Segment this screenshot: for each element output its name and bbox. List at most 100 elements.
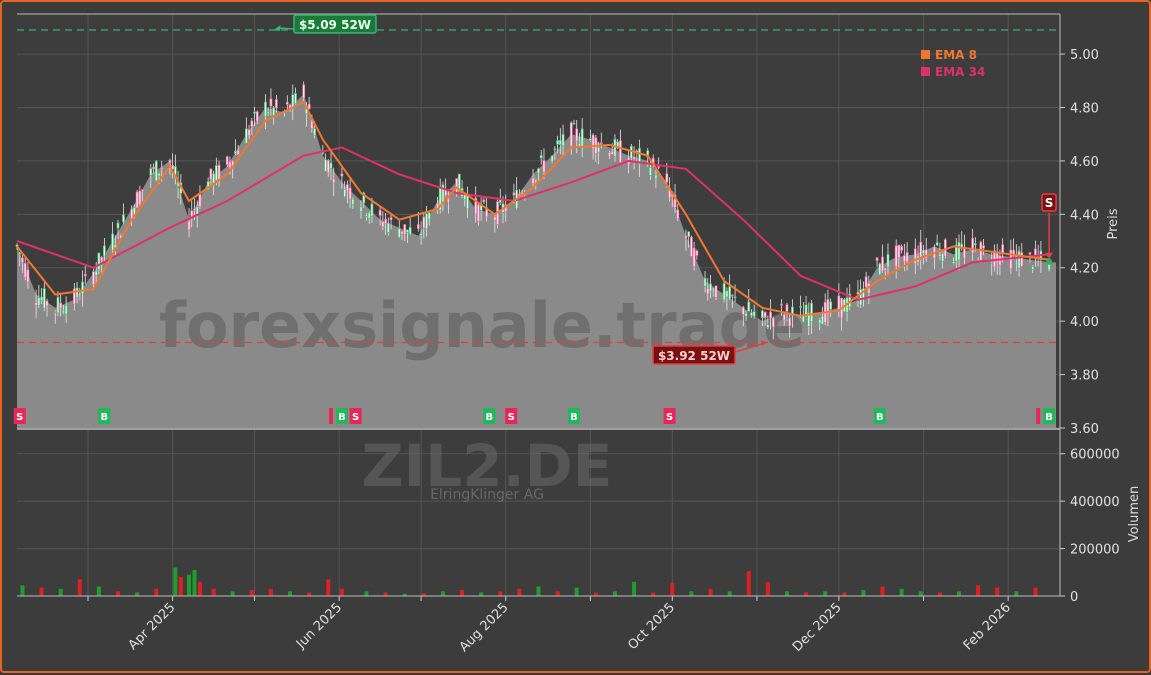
signal-label: S [352,412,359,423]
candle-body [610,150,614,155]
candle-body [572,122,576,125]
candle-body [346,184,349,192]
high-52w-label: $5.09 52W [299,18,371,32]
candle-body [78,297,82,300]
candle-body [894,245,898,267]
low-52w-arrow [734,342,765,353]
volume-bar [20,585,25,596]
volume-bar [460,590,465,596]
candle-body [608,152,611,157]
volume-bar [339,588,344,596]
candle-body [780,303,783,306]
candle-body [455,178,458,195]
volume-bar [197,581,202,596]
sell-signal-marker [505,408,518,424]
candle-body [665,173,669,183]
candle-body [766,324,770,328]
candle-body [447,198,450,203]
buy-signal-marker [1043,408,1056,424]
volume-bar [593,592,598,596]
x-tick-label: Feb 2026 [961,600,1014,653]
volume-bar [574,587,579,596]
candle-body [351,198,355,206]
candle-body [425,213,428,230]
candle-body [810,302,813,323]
candle-body [919,241,923,260]
volume-bar [77,579,82,596]
candle-body [23,262,27,278]
candle-body [684,235,688,239]
low-52w-label-box [652,345,736,365]
candle-body [692,247,696,267]
candle-body [922,249,925,254]
candle-body [457,173,461,192]
volume-bar [135,592,140,596]
volume-bar [479,592,484,596]
candle-body [59,302,63,309]
candle-body [575,128,579,142]
candle-body [195,206,199,215]
candle-body [116,222,120,229]
candle-body [632,156,636,160]
candle-body [272,107,276,116]
volume-bar [211,588,216,596]
volume-bar [937,592,942,596]
candle-body [897,244,901,258]
candle-body [935,242,939,246]
candle-body [569,122,573,147]
candle-body [482,199,486,203]
candle-body [619,140,622,163]
candle-body [422,216,426,229]
high-52w-label-box [293,14,377,34]
candle-body [157,172,161,177]
candle-body [791,306,794,316]
candle-body [64,304,68,315]
candle-body [952,261,955,264]
candle-body [900,246,903,251]
volume-bars [20,567,1038,596]
volume-bar [268,588,273,596]
volume-bar [249,590,254,596]
candle-body [761,310,764,319]
volume-bar [918,591,923,596]
volume-bar [536,586,541,596]
candle-body [938,253,942,257]
candle-body [42,288,46,309]
candle-body [591,134,595,150]
volume-bar [651,592,656,596]
signal-label: B [338,412,346,423]
candle-body [1020,252,1024,267]
ema8-line [16,100,1050,317]
candle-body [993,250,996,268]
candle-body [905,252,909,263]
sell-signal-marker [13,408,26,424]
x-tick-label: Jun 2025 [293,600,345,652]
candle-body [81,281,84,295]
candle-body [821,315,824,325]
candle-body [365,214,368,217]
candle-body [285,101,289,105]
candle-body [122,214,125,223]
candle-body [154,160,158,181]
company-watermark: ElringKlinger AG [430,487,544,503]
volume-bar [154,588,159,596]
candle-body [141,189,144,192]
candle-body [138,190,142,205]
candle-body [709,283,712,292]
volume-bar [555,591,560,596]
candle-body [474,197,478,215]
candle-body [400,230,404,235]
candle-body [18,252,22,255]
candle-body [294,93,297,104]
legend-label-ema8: EMA 8 [935,48,977,62]
candle-body [264,101,267,117]
candle-body [408,227,412,235]
volume-bar [746,571,751,596]
volume-bar [326,579,331,596]
candle-body [168,159,172,164]
candle-body [878,263,882,275]
candle-body [943,239,947,257]
candle-body [493,216,497,221]
candle-body [206,181,210,190]
candle-body [234,150,237,154]
